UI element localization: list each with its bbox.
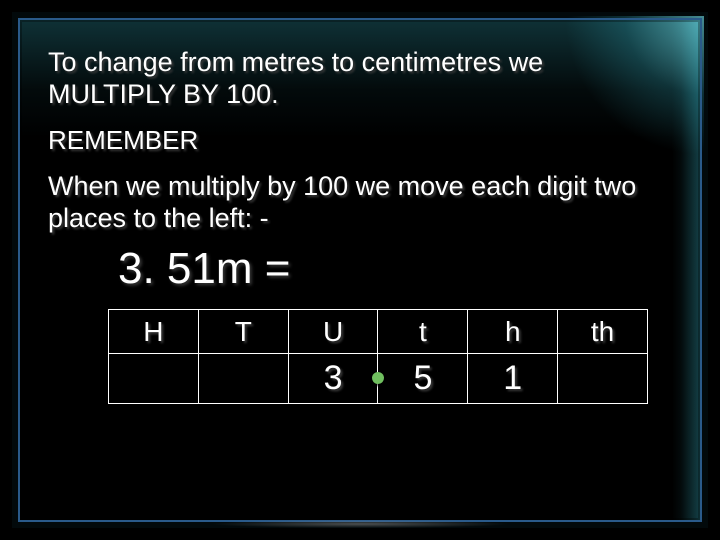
place-value-table-wrap: H T U t h th 3 5 1 bbox=[108, 309, 648, 404]
cell-t: 5 bbox=[378, 354, 468, 404]
cell-T bbox=[198, 354, 288, 404]
col-header-T: T bbox=[198, 310, 288, 354]
equation-text: 3. 51m = bbox=[118, 245, 672, 293]
col-header-H: H bbox=[109, 310, 199, 354]
text-line-1: To change from metres to centimetres we … bbox=[48, 46, 672, 111]
text-line-2: REMEMBER bbox=[48, 125, 672, 156]
slide-frame: To change from metres to centimetres we … bbox=[18, 18, 702, 522]
table-header-row: H T U t h th bbox=[109, 310, 648, 354]
col-header-th: th bbox=[558, 310, 648, 354]
cell-H bbox=[109, 354, 199, 404]
col-header-U: U bbox=[288, 310, 378, 354]
slide-content: To change from metres to centimetres we … bbox=[18, 18, 702, 522]
col-header-t: t bbox=[378, 310, 468, 354]
place-value-table: H T U t h th 3 5 1 bbox=[108, 309, 648, 404]
cell-th bbox=[558, 354, 648, 404]
text-line-3: When we multiply by 100 we move each dig… bbox=[48, 170, 672, 235]
cell-U: 3 bbox=[288, 354, 378, 404]
cell-h: 1 bbox=[468, 354, 558, 404]
col-header-h: h bbox=[468, 310, 558, 354]
